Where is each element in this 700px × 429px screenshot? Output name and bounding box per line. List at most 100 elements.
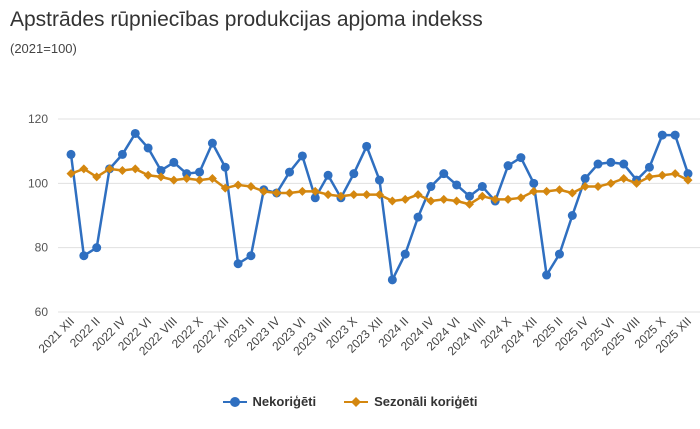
data-point — [169, 157, 179, 167]
data-point — [220, 162, 230, 172]
data-point — [323, 170, 333, 180]
data-point — [92, 243, 102, 253]
data-point — [439, 169, 449, 179]
data-point — [657, 130, 667, 140]
data-point — [452, 180, 462, 190]
data-point — [529, 186, 539, 196]
data-point — [156, 172, 166, 182]
legend-label: Sezonāli koriģēti — [374, 394, 478, 409]
data-point — [426, 182, 436, 192]
data-point — [156, 165, 166, 175]
data-point — [375, 190, 384, 200]
chart-subtitle: (2021=100) — [10, 41, 77, 56]
data-point — [477, 191, 487, 201]
data-point — [362, 141, 372, 151]
data-point — [464, 191, 474, 201]
legend-item-nekorigeti[interactable]: Nekoriģēti — [222, 394, 317, 409]
data-point — [529, 178, 539, 188]
data-point — [195, 175, 205, 185]
data-point — [387, 275, 397, 285]
data-point — [272, 188, 282, 198]
data-point — [79, 251, 89, 261]
data-point — [169, 175, 179, 185]
data-point — [66, 149, 76, 159]
data-point — [516, 153, 526, 163]
data-point — [79, 164, 89, 174]
data-point — [375, 175, 384, 185]
data-point — [670, 130, 680, 140]
data-point — [567, 188, 577, 198]
data-point — [490, 194, 500, 204]
diamond-marker-icon — [344, 396, 369, 407]
data-point — [246, 251, 256, 261]
data-point — [657, 170, 667, 180]
data-point — [349, 190, 359, 200]
data-point — [207, 174, 217, 184]
data-point — [310, 193, 320, 203]
data-point — [233, 259, 243, 269]
data-point — [477, 182, 487, 192]
data-point — [66, 169, 76, 179]
data-point — [464, 199, 474, 209]
data-point — [207, 138, 217, 148]
data-point — [593, 159, 603, 169]
data-point — [644, 162, 654, 172]
series-line-0 — [69, 132, 690, 282]
data-point — [683, 175, 693, 185]
data-point — [554, 249, 564, 259]
data-point — [233, 180, 243, 190]
data-point — [644, 172, 654, 182]
data-point — [105, 164, 115, 174]
circle-marker-icon — [222, 396, 247, 407]
chart-title: Apstrādes rūpniecības produkcijas apjoma… — [10, 8, 483, 31]
data-point — [220, 183, 230, 193]
data-point — [606, 157, 616, 167]
data-point — [297, 186, 307, 196]
data-point — [246, 182, 256, 192]
data-point — [310, 186, 320, 196]
data-point — [92, 172, 102, 182]
data-point — [413, 190, 423, 200]
data-point — [683, 169, 693, 179]
data-point — [542, 270, 552, 280]
data-point — [349, 169, 359, 179]
legend-label: Nekoriģēti — [252, 394, 317, 409]
legend-item-sezonali-korigeti[interactable]: Sezonāli koriģēti — [344, 394, 477, 409]
data-point — [413, 212, 423, 222]
data-point — [387, 196, 397, 206]
data-point — [130, 164, 140, 174]
data-point — [632, 178, 642, 188]
data-point — [285, 167, 295, 177]
data-point — [182, 169, 192, 179]
data-point — [426, 196, 436, 206]
data-point — [362, 190, 372, 200]
data-point — [400, 249, 410, 259]
data-point — [117, 165, 127, 175]
data-point — [117, 149, 127, 159]
data-point — [336, 191, 346, 201]
data-point — [182, 174, 192, 184]
data-point — [542, 186, 552, 196]
data-point — [195, 167, 205, 177]
data-point — [606, 178, 616, 188]
y-tick-label: 100 — [28, 176, 48, 190]
data-point — [143, 170, 153, 180]
data-point — [400, 194, 410, 204]
data-point — [297, 151, 307, 161]
data-point — [285, 188, 295, 198]
legend: Nekoriģēti Sezonāli koriģēti — [0, 394, 700, 409]
data-point — [580, 182, 590, 192]
data-point — [503, 161, 513, 171]
data-point — [323, 190, 333, 200]
data-point — [554, 185, 564, 195]
y-tick-label: 80 — [35, 241, 49, 255]
y-tick-label: 120 — [28, 112, 48, 126]
data-point — [619, 174, 629, 184]
data-point — [503, 194, 513, 204]
data-point — [580, 174, 590, 184]
data-point — [439, 194, 449, 204]
data-point — [567, 211, 577, 220]
y-tick-label: 60 — [35, 305, 49, 319]
